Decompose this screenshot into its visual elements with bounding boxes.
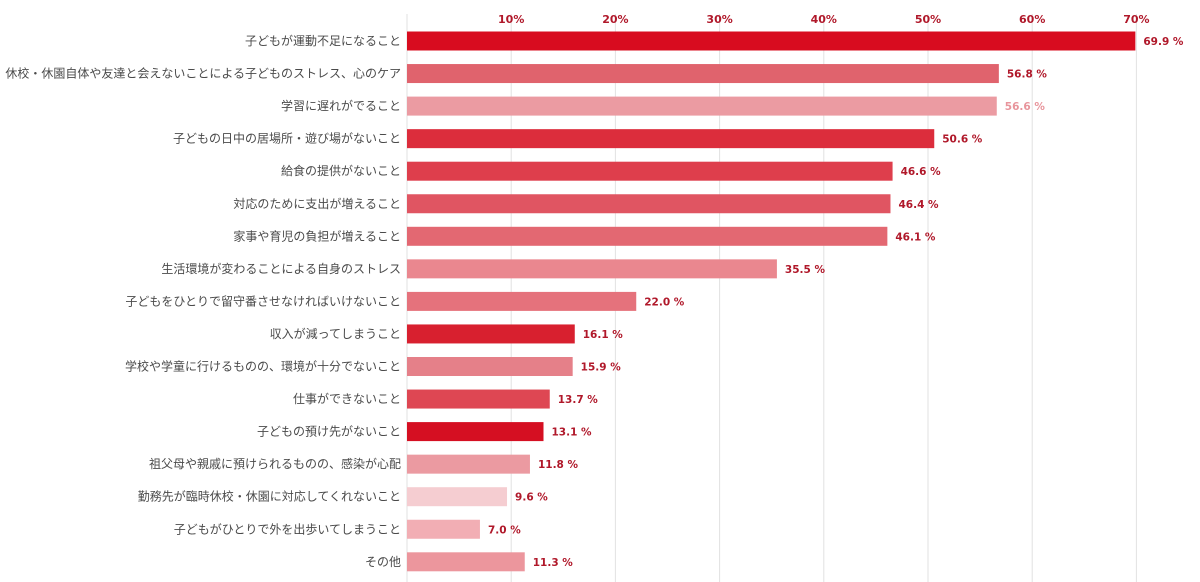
bar [407,454,530,474]
data-label: 7.0 % [488,524,521,536]
category-label: 勤務先が臨時休校・休園に対応してくれないこと [138,489,401,504]
category-label: 家事や育児の負担が増えること [233,228,401,243]
bar [407,64,999,84]
x-tick-label: 60% [1019,13,1045,26]
bar [407,259,777,279]
category-label: 子どもの預け先がないこと [257,424,401,439]
category-label: 子どもが運動不足になること [245,33,401,48]
category-label: 学校や学童に行けるものの、環境が十分でないこと [125,359,401,374]
category-label: 休校・休園自体や友達と会えないことによる子どものストレス、心のケア [5,66,401,81]
data-label: 11.3 % [533,557,574,569]
bar [407,96,997,116]
data-label: 50.6 % [942,134,983,146]
bar [407,31,1136,51]
x-tick-label: 30% [706,13,732,26]
x-tick-label: 20% [602,13,628,26]
category-label: 学習に遅れがでること [281,98,401,113]
category-label: 対応のために支出が増えること [233,196,401,211]
bar [407,389,550,409]
data-label: 46.4 % [898,199,939,211]
category-label: 祖父母や親戚に預けられるものの、感染が心配 [149,456,401,471]
data-label: 22.0 % [644,296,685,308]
x-tick-label: 10% [498,13,524,26]
data-label: 15.9 % [581,362,622,374]
category-label: その他 [365,555,401,569]
bar [407,291,637,311]
category-label: 子どもをひとりで留守番させなければいけないこと [125,294,401,308]
category-label: 子どもがひとりで外を出歩いてしまうこと [174,521,401,536]
data-label: 56.6 % [1005,101,1046,113]
data-label: 13.1 % [552,427,593,439]
x-tick-label: 70% [1123,13,1149,26]
category-label: 仕事ができないこと [293,391,401,406]
data-label: 69.9 % [1143,36,1184,48]
data-label: 35.5 % [785,264,826,276]
data-label: 16.1 % [583,329,624,341]
category-label: 子どもの日中の居場所・遊び場がないこと [173,131,401,146]
x-axis-ticks: 10% 20% 30% 40% 50% 60% 70% [498,13,1150,26]
bar [407,357,573,376]
bar [407,226,888,246]
category-label: 給食の提供がないこと [281,163,401,178]
category-labels: 子どもが運動不足になること休校・休園自体や友達と会えないことによる子どものストレ… [5,33,401,569]
data-label: 11.8 % [538,459,579,471]
bar [407,129,935,149]
data-label: 56.8 % [1007,69,1048,81]
bar [407,161,893,181]
x-tick-label: 40% [811,13,837,26]
bar [407,194,891,214]
bar [407,519,480,539]
category-label: 収入が減ってしまうこと [270,326,401,341]
bars [407,31,1136,572]
bar [407,422,544,442]
data-label: 46.6 % [901,166,942,178]
category-label: 生活環境が変わることによる自身のストレス [161,261,401,276]
x-tick-label: 50% [915,13,941,26]
bar [407,552,525,572]
data-label: 13.7 % [558,394,599,406]
bar [407,324,575,344]
bar [407,487,508,507]
data-label: 46.1 % [895,231,936,243]
data-labels: 69.9 % 56.8 % 56.6 % 50.6 % 46.6 % 46.4 % 46.1… [488,36,1184,569]
data-label: 9.6 % [515,492,548,504]
